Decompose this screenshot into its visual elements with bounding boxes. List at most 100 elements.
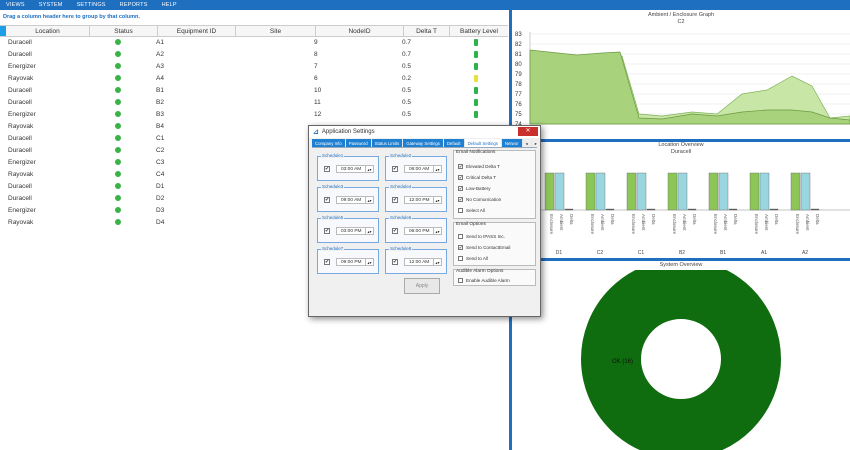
checkbox-checked-icon[interactable]: ✔ bbox=[458, 197, 463, 202]
col-header-battery-level[interactable]: Battery Level bbox=[460, 28, 498, 35]
bar[interactable] bbox=[800, 172, 811, 211]
table-row[interactable]: Duracell A1 9 0.7 bbox=[0, 37, 508, 49]
tab-default-settings[interactable]: Default Settings bbox=[464, 139, 501, 147]
menu-settings[interactable]: SETTINGS bbox=[76, 2, 106, 8]
bar[interactable] bbox=[626, 172, 637, 211]
tab-network[interactable]: Networ bbox=[501, 139, 522, 147]
table-row[interactable]: Duracell A2 8 0.7 bbox=[0, 49, 508, 61]
apply-button[interactable]: Apply bbox=[404, 278, 440, 294]
pane-divider-horizontal[interactable] bbox=[509, 139, 850, 142]
opt-critical-delta[interactable]: ✔ Critical Delta T bbox=[458, 175, 496, 180]
dialog-title-bar[interactable]: ⊿ Application Settings bbox=[309, 126, 540, 138]
ok-donut-slice[interactable] bbox=[581, 270, 781, 450]
tab-scroll-right-icon[interactable]: ▸ bbox=[531, 139, 540, 147]
checkbox-unchecked-icon[interactable] bbox=[458, 208, 463, 213]
schedule-time-input[interactable]: 03:00 PM ▴▾ bbox=[336, 227, 374, 235]
checkbox-unchecked-icon[interactable] bbox=[458, 278, 463, 283]
table-row[interactable]: Duracell C2 bbox=[0, 145, 508, 157]
bar[interactable] bbox=[708, 172, 719, 211]
opt-low-battery[interactable]: ✔ Low-Battery bbox=[458, 186, 491, 191]
checkbox-checked-icon[interactable]: ✔ bbox=[458, 245, 463, 250]
menu-views[interactable]: VIEWS bbox=[6, 2, 25, 8]
table-row[interactable]: Duracell D2 bbox=[0, 193, 508, 205]
schedule-time-input[interactable]: 03:00 AM ▴▾ bbox=[336, 165, 374, 173]
table-row[interactable]: Rayovak A4 6 0.2 bbox=[0, 73, 508, 85]
bar[interactable] bbox=[749, 172, 760, 211]
table-row[interactable]: Duracell C1 bbox=[0, 133, 508, 145]
opt-no-communication[interactable]: ✔ No Comunication bbox=[458, 197, 501, 202]
schedule-time-input[interactable]: 12:00 AM ▴▾ bbox=[404, 258, 442, 266]
checkbox-checked-icon[interactable]: ✔ bbox=[458, 175, 463, 180]
table-row[interactable]: Energizer B3 12 0.5 bbox=[0, 109, 508, 121]
bar[interactable] bbox=[564, 208, 574, 211]
tab-gateway-settings[interactable]: Gateway Settings bbox=[403, 139, 443, 147]
time-spinner-icon[interactable]: ▴▾ bbox=[433, 166, 441, 172]
col-header-location[interactable]: Location bbox=[6, 26, 90, 36]
checkbox-checked-icon[interactable]: ✔ bbox=[392, 228, 398, 234]
tab-status-limits[interactable]: Status Limits bbox=[371, 139, 403, 147]
col-header-site[interactable]: Site bbox=[236, 26, 316, 36]
col-header-status[interactable]: Status bbox=[90, 26, 158, 36]
tab-company-info[interactable]: Company Info bbox=[312, 139, 345, 147]
checkbox-unchecked-icon[interactable] bbox=[458, 234, 463, 239]
bar[interactable] bbox=[605, 208, 615, 211]
table-row[interactable]: Energizer C3 bbox=[0, 157, 508, 169]
bar[interactable] bbox=[585, 172, 596, 211]
bar[interactable] bbox=[810, 208, 820, 211]
table-row[interactable]: Rayovak C4 bbox=[0, 169, 508, 181]
checkbox-checked-icon[interactable]: ✔ bbox=[458, 164, 463, 169]
table-row[interactable]: Rayovak D4 bbox=[0, 217, 508, 229]
checkbox-checked-icon[interactable]: ✔ bbox=[392, 259, 398, 265]
opt-send-ipass[interactable]: Send to IPASS Inc. bbox=[458, 234, 505, 239]
opt-send-all[interactable]: Send to All bbox=[458, 256, 488, 261]
menu-reports[interactable]: REPORTS bbox=[119, 2, 148, 8]
bar[interactable] bbox=[728, 208, 738, 211]
bar[interactable] bbox=[718, 172, 729, 211]
close-icon[interactable]: ✕ bbox=[518, 127, 538, 136]
bar[interactable] bbox=[554, 172, 565, 211]
time-spinner-icon[interactable]: ▴▾ bbox=[433, 197, 441, 203]
schedule-time-input[interactable]: 09:00 AM ▴▾ bbox=[336, 196, 374, 204]
pane-divider-horizontal-2[interactable] bbox=[509, 258, 850, 261]
tab-scroll-left-icon[interactable]: ◂ bbox=[522, 139, 531, 147]
time-spinner-icon[interactable]: ▴▾ bbox=[433, 228, 441, 234]
bar[interactable] bbox=[636, 172, 647, 211]
table-row[interactable]: Duracell B1 10 0.5 bbox=[0, 85, 508, 97]
col-header-delta-t[interactable]: Delta T bbox=[404, 26, 450, 36]
checkbox-checked-icon[interactable]: ✔ bbox=[324, 166, 330, 172]
table-row[interactable]: Energizer D3 bbox=[0, 205, 508, 217]
bar[interactable] bbox=[759, 172, 770, 211]
opt-select-all[interactable]: Select All bbox=[458, 208, 485, 213]
table-row[interactable]: Rayovak B4 bbox=[0, 121, 508, 133]
group-by-hint[interactable]: Drag a column header here to group by th… bbox=[3, 14, 140, 20]
time-spinner-icon[interactable]: ▴▾ bbox=[365, 166, 373, 172]
tab-password[interactable]: Password bbox=[345, 139, 371, 147]
table-row[interactable]: Duracell D1 bbox=[0, 181, 508, 193]
tab-default[interactable]: Default bbox=[443, 139, 464, 147]
bar[interactable] bbox=[667, 172, 678, 211]
bar[interactable] bbox=[646, 208, 656, 211]
checkbox-checked-icon[interactable]: ✔ bbox=[392, 197, 398, 203]
schedule-time-input[interactable]: 06:00 AM ▴▾ bbox=[404, 165, 442, 173]
time-spinner-icon[interactable]: ▴▾ bbox=[365, 228, 373, 234]
checkbox-checked-icon[interactable]: ✔ bbox=[324, 259, 330, 265]
time-spinner-icon[interactable]: ▴▾ bbox=[365, 197, 373, 203]
checkbox-unchecked-icon[interactable] bbox=[458, 256, 463, 261]
menu-help[interactable]: HELP bbox=[161, 2, 177, 8]
bar[interactable] bbox=[544, 172, 555, 211]
time-spinner-icon[interactable]: ▴▾ bbox=[365, 259, 373, 265]
table-row[interactable]: Energizer A3 7 0.5 bbox=[0, 61, 508, 73]
bar[interactable] bbox=[769, 208, 779, 211]
opt-enable-audible[interactable]: Enable Audible Alarm bbox=[458, 278, 510, 283]
table-row[interactable]: Duracell B2 11 0.5 bbox=[0, 97, 508, 109]
checkbox-checked-icon[interactable]: ✔ bbox=[324, 197, 330, 203]
checkbox-checked-icon[interactable]: ✔ bbox=[392, 166, 398, 172]
schedule-time-input[interactable]: 06:00 PM ▴▾ bbox=[404, 227, 442, 235]
bar[interactable] bbox=[595, 172, 606, 211]
schedule-time-input[interactable]: 12:00 PM ▴▾ bbox=[404, 196, 442, 204]
bar[interactable] bbox=[677, 172, 688, 211]
col-header-equipment-id[interactable]: Equipment ID bbox=[158, 26, 236, 36]
opt-send-contact[interactable]: ✔ Send to ContactEmail bbox=[458, 245, 510, 250]
checkbox-checked-icon[interactable]: ✔ bbox=[324, 228, 330, 234]
opt-elevated-delta[interactable]: ✔ Elevated Delta T bbox=[458, 164, 500, 169]
